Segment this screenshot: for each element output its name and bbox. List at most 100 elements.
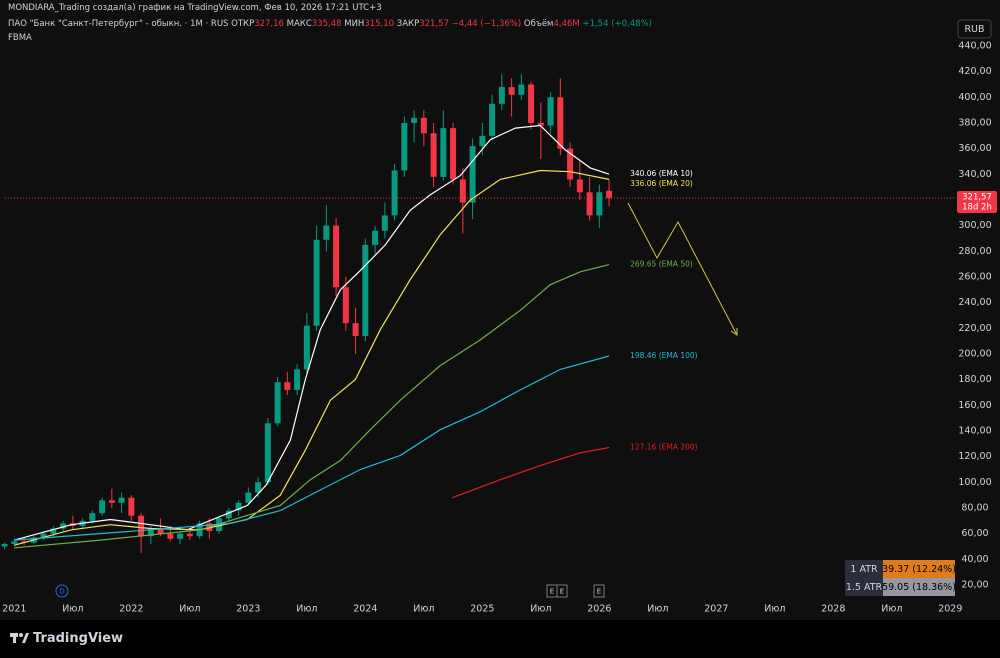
brand-logo[interactable]: TradingView xyxy=(10,631,123,646)
projection-arrowhead xyxy=(730,328,738,336)
stat-label: ОТКР xyxy=(231,19,255,29)
candle-body xyxy=(547,97,554,126)
projection-drawing[interactable] xyxy=(627,202,738,336)
y-tick-label: 120,00 xyxy=(958,451,991,462)
y-tick-label: 380,00 xyxy=(958,117,991,128)
y-tick-label: 360,00 xyxy=(958,143,991,154)
price-tag-label: 321,57 xyxy=(962,192,992,202)
x-tick-label: 2021 xyxy=(2,604,26,615)
ema-label: 127.16 (EMA 200) xyxy=(630,442,698,451)
candle-body xyxy=(430,133,437,177)
candle-body xyxy=(313,239,320,326)
x-tick-label: Июл xyxy=(179,604,200,615)
candle-body xyxy=(274,382,281,424)
x-tick-label: Июл xyxy=(530,604,551,615)
candle-body xyxy=(381,215,388,231)
candle-body xyxy=(60,523,67,529)
candle-body xyxy=(450,128,457,180)
atr-value-cell xyxy=(883,578,955,596)
candle-body xyxy=(567,148,574,180)
candle-body xyxy=(401,122,408,171)
y-tick-label: 300,00 xyxy=(958,220,991,231)
change: −4,44 (−1,36%) xyxy=(451,19,522,29)
candle-body xyxy=(11,541,18,544)
stat-label: ЗАКР xyxy=(396,19,420,29)
x-tick-label: Июл xyxy=(296,604,317,615)
price-tag xyxy=(957,190,997,213)
volume-change: +1,54 (+0,48%) xyxy=(582,19,652,29)
candle-body xyxy=(440,128,447,177)
atr-label: 1 ATR xyxy=(850,564,878,575)
logo-shape xyxy=(19,633,23,637)
stat-label: МИН xyxy=(344,19,365,29)
currency-box[interactable] xyxy=(957,19,992,39)
candle-body xyxy=(186,533,193,537)
x-tick-label: 2023 xyxy=(236,604,260,615)
candle-body xyxy=(1,543,8,547)
y-tick-label: 220,00 xyxy=(958,323,991,334)
y-tick-label: 400,00 xyxy=(958,92,991,103)
x-tick-label: 2024 xyxy=(353,604,377,615)
candle-body xyxy=(264,423,271,483)
candle-body xyxy=(245,492,252,503)
ema-line xyxy=(14,124,610,541)
y-tick-label: 140,00 xyxy=(958,425,991,436)
logo-shape xyxy=(22,633,29,643)
candle-body xyxy=(508,87,515,95)
candle-body xyxy=(157,528,164,534)
candle-body xyxy=(596,192,603,216)
candle-body xyxy=(147,528,154,537)
x-tick-label: 2025 xyxy=(470,604,494,615)
candle-body xyxy=(362,244,369,337)
y-tick-label: 240,00 xyxy=(958,297,991,308)
atr-value: 59.05 (18.36%) xyxy=(882,582,956,593)
candle-body xyxy=(352,323,359,337)
ema-line xyxy=(452,446,610,499)
y-tick-label: 80,00 xyxy=(961,502,988,513)
candle-body xyxy=(108,500,115,503)
y-tick-label: 280,00 xyxy=(958,246,991,257)
y-tick-label: 420,00 xyxy=(958,66,991,77)
candle-body xyxy=(284,382,291,390)
candle-body xyxy=(528,84,535,123)
ema-label: 336.06 (EMA 20) xyxy=(630,179,693,188)
candle-body xyxy=(479,135,486,147)
y-tick-label: 440,00 xyxy=(958,40,991,51)
stat-value: 327,16 xyxy=(254,19,284,29)
footer-bar xyxy=(0,620,1000,658)
candle-body xyxy=(489,103,496,136)
stat-label: МАКС xyxy=(286,19,312,29)
candle-body xyxy=(89,513,96,521)
candle-body xyxy=(469,146,476,203)
candle-body xyxy=(372,230,379,245)
y-tick-label: 40,00 xyxy=(961,554,988,565)
ema-line xyxy=(14,169,610,546)
candles xyxy=(1,74,613,553)
x-tick-label: Июл xyxy=(647,604,668,615)
earnings-marker[interactable] xyxy=(593,584,605,598)
candle-body xyxy=(391,170,398,216)
y-tick-label: 160,00 xyxy=(958,400,991,411)
earnings-marker-label: E xyxy=(550,588,554,596)
volume: 4,46M xyxy=(553,19,580,29)
ema-label: 198.46 (EMA 100) xyxy=(630,351,698,360)
x-tick-label: 2022 xyxy=(119,604,143,615)
countdown: 18d 2h xyxy=(962,202,992,212)
y-tick-label: 20,00 xyxy=(961,579,988,590)
candle-body xyxy=(323,225,330,240)
candle-body xyxy=(411,117,418,123)
candle-body xyxy=(167,533,174,539)
x-tick-label: 2029 xyxy=(938,604,962,615)
candle-body xyxy=(459,179,466,203)
stat-value: 321,57 xyxy=(419,19,449,29)
candle-body xyxy=(294,369,301,390)
atr-label-cell xyxy=(845,578,883,596)
candle-body xyxy=(177,533,184,539)
dividend-marker[interactable] xyxy=(55,584,69,598)
candle-body xyxy=(118,497,125,503)
earnings-marker[interactable] xyxy=(556,584,568,598)
candle-body xyxy=(99,500,106,514)
candle-body xyxy=(606,190,613,198)
